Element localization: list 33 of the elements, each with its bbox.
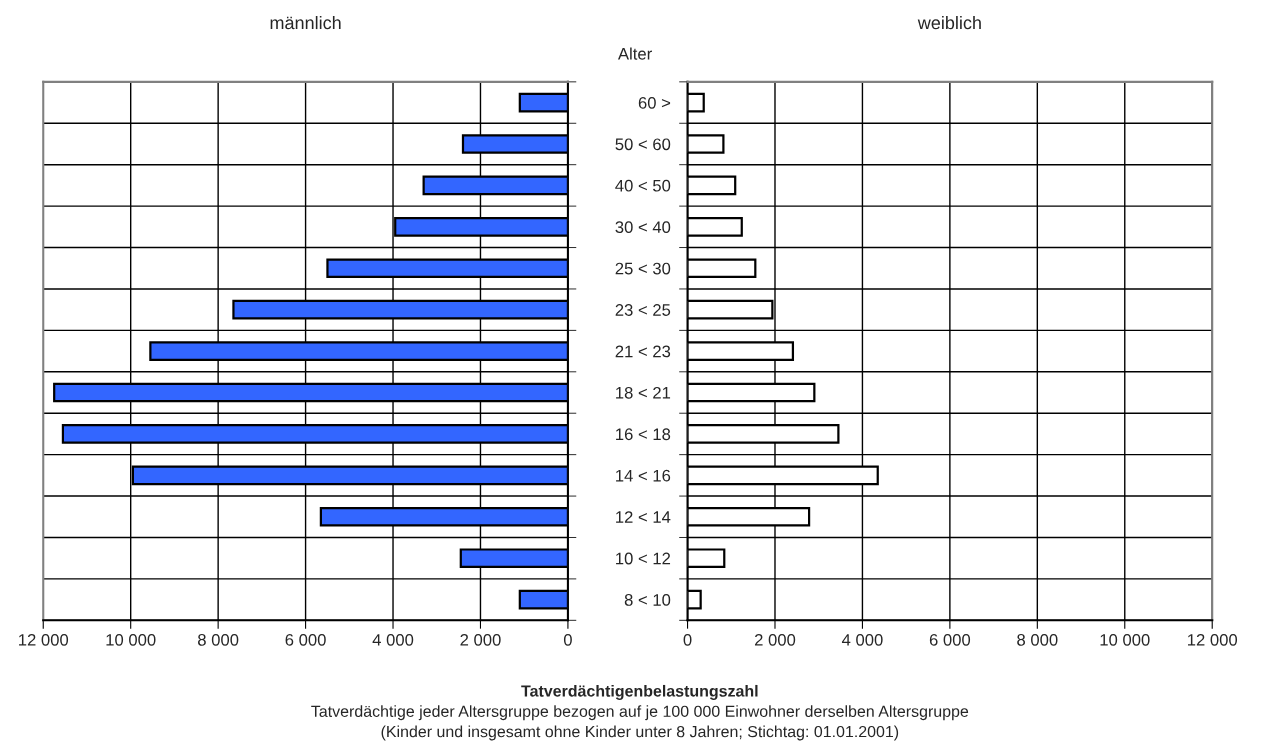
y-tick-label: 14 < 16: [616, 469, 671, 482]
x-tick-label: 4 000: [372, 633, 414, 646]
y-tick-label: 16 < 18: [616, 428, 671, 441]
y-tick-label: 18 < 21: [616, 386, 671, 399]
y-tick-label: 40 < 50: [615, 179, 671, 192]
text: (Kinder und insgesamt ohne Kinder unter 8 Jahren; Stichtag: 01.01.2001): [381, 725, 899, 741]
y-tick-label: 21 < 23: [615, 345, 671, 358]
y-tick-label: 25 < 30: [615, 262, 671, 275]
x-tick-label: 10 000: [1100, 633, 1150, 646]
y-tick-label: 10 < 12: [616, 552, 671, 565]
x-tick-label: 0: [563, 633, 572, 646]
x-tick-label: 0: [683, 633, 692, 646]
x-tick-label: 12 000: [19, 633, 69, 646]
chart-title: weiblich: [917, 16, 981, 30]
x-tick-label: 6 000: [285, 633, 326, 646]
y-tick-label: 8 < 10: [624, 594, 671, 606]
y-tick-label: 60 >: [638, 96, 671, 109]
y-tick-label: 30 < 40: [615, 221, 671, 234]
text: Tatverdächtige jeder Altersgruppe bezogen auf je 100 000 Einwohner derselben Altersgruppe: [311, 705, 969, 721]
y-tick-label: 12 < 14: [616, 511, 671, 523]
x-tick-label: 4 000: [841, 633, 883, 646]
x-tick-label: 8 000: [198, 633, 239, 646]
x-tick-label: 6 000: [929, 633, 971, 646]
y-axis-title: Alter: [617, 47, 652, 60]
text: Tatverdächtigenbelastungszahl: [521, 684, 758, 700]
x-tick-label: 10 000: [106, 633, 156, 646]
x-tick-label: 2 000: [754, 633, 796, 646]
x-tick-label: 2 000: [460, 633, 501, 646]
x-tick-label: 8 000: [1017, 633, 1058, 646]
y-tick-label: 50 < 60: [615, 138, 671, 151]
chart-title: männlich: [270, 16, 341, 30]
x-tick-label: 12 000: [1188, 633, 1238, 646]
y-tick-label: 23 < 25: [615, 304, 671, 316]
